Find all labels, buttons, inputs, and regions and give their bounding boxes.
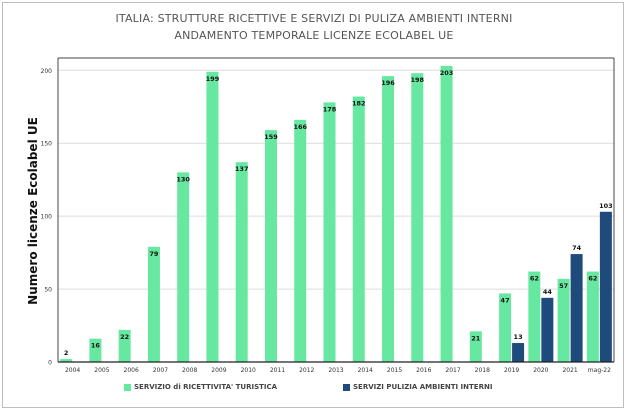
bar-ricettivita xyxy=(352,96,365,363)
x-tick-label: mag-22 xyxy=(588,367,611,374)
bar-ricettivita xyxy=(440,65,453,362)
x-tick-label: 2019 xyxy=(504,367,519,374)
data-label: 2 xyxy=(64,349,69,357)
data-label: 57 xyxy=(559,282,568,290)
data-label: 103 xyxy=(599,202,613,210)
bar-ricettivita xyxy=(177,172,190,362)
data-label: 21 xyxy=(471,334,481,342)
data-label: 178 xyxy=(323,105,337,113)
y-tick-label: 150 xyxy=(41,141,53,148)
bar-ricettivita xyxy=(528,271,541,362)
y-tick-label: 200 xyxy=(41,68,53,75)
legend-label: SERVIZI PULIZIA AMBIENTI INTERNI xyxy=(353,383,493,391)
bar-ricettivita xyxy=(557,278,570,362)
bar-ricettivita xyxy=(147,246,160,362)
legend-item-ricettivita: SERVIZIO di RICETTIVITA' TURISTICA xyxy=(124,383,277,391)
x-tick-label: 2014 xyxy=(358,367,373,374)
data-label: 196 xyxy=(381,79,395,87)
y-tick-label: 100 xyxy=(41,214,53,221)
bar-ricettivita xyxy=(382,76,395,362)
bar-ricettivita xyxy=(89,338,102,362)
data-label: 182 xyxy=(352,100,366,108)
bar-pulizia xyxy=(541,297,554,362)
bar-ricettivita xyxy=(469,331,482,362)
x-tick-label: 2010 xyxy=(241,367,256,374)
bar-ricettivita xyxy=(323,102,336,362)
bar-ricettivita xyxy=(411,73,424,363)
legend-item-pulizia: SERVIZI PULIZIA AMBIENTI INTERNI xyxy=(343,383,492,391)
x-tick-label: 2018 xyxy=(475,367,490,374)
x-tick-label: 2005 xyxy=(94,367,109,374)
bar-pulizia xyxy=(570,254,583,362)
data-label: 130 xyxy=(176,175,190,183)
x-tick-label: 2013 xyxy=(328,367,343,374)
x-tick-label: 2015 xyxy=(387,367,402,374)
bar-ricettivita xyxy=(264,130,277,362)
x-tick-label: 2004 xyxy=(65,367,80,374)
data-label: 159 xyxy=(264,133,278,141)
legend-label: SERVIZIO di RICETTIVITA' TURISTICA xyxy=(134,383,278,391)
x-tick-label: 2008 xyxy=(182,367,197,374)
bar-ricettivita xyxy=(118,329,131,362)
chart-title: ITALIA: STRUTTURE RICETTIVE E SERVIZI DI… xyxy=(115,12,513,25)
data-label: 198 xyxy=(411,76,425,84)
data-label: 13 xyxy=(514,333,523,341)
x-tick-label: 2017 xyxy=(445,367,460,374)
data-label: 137 xyxy=(235,165,249,173)
data-label: 199 xyxy=(206,75,220,83)
x-tick-label: 2021 xyxy=(562,367,577,374)
y-tick-label: 0 xyxy=(48,360,52,367)
data-label: 74 xyxy=(572,244,582,252)
data-label: 203 xyxy=(440,69,454,77)
data-label: 166 xyxy=(293,123,307,131)
bar-pulizia xyxy=(599,211,612,362)
x-tick-label: 2009 xyxy=(211,367,226,374)
data-label: 62 xyxy=(530,275,539,283)
bar-ricettivita xyxy=(499,293,512,362)
x-tick-label: 2016 xyxy=(416,367,431,374)
x-tick-label: 2006 xyxy=(124,367,139,374)
data-label: 47 xyxy=(501,296,510,304)
bar-ricettivita xyxy=(60,359,73,362)
data-label: 22 xyxy=(120,333,129,341)
x-tick-label: 2011 xyxy=(270,367,285,374)
x-tick-label: 2012 xyxy=(299,367,314,374)
chart-subtitle: ANDAMENTO TEMPORALE LICENZE ECOLABEL UE xyxy=(174,29,454,42)
x-tick-label: 2007 xyxy=(153,367,168,374)
bar-pulizia xyxy=(512,343,525,362)
bar-ricettivita xyxy=(586,271,599,362)
bar-ricettivita xyxy=(235,162,248,362)
bar-ricettivita xyxy=(206,71,219,362)
chart-frame xyxy=(2,2,624,408)
data-label: 62 xyxy=(588,275,597,283)
y-tick-label: 50 xyxy=(44,287,52,294)
data-label: 44 xyxy=(543,288,553,296)
legend-swatch xyxy=(124,383,131,391)
legend-swatch xyxy=(343,383,350,391)
bar-ricettivita xyxy=(294,119,307,362)
data-label: 16 xyxy=(91,342,101,350)
data-label: 79 xyxy=(149,250,159,258)
x-tick-label: 2020 xyxy=(533,367,548,374)
